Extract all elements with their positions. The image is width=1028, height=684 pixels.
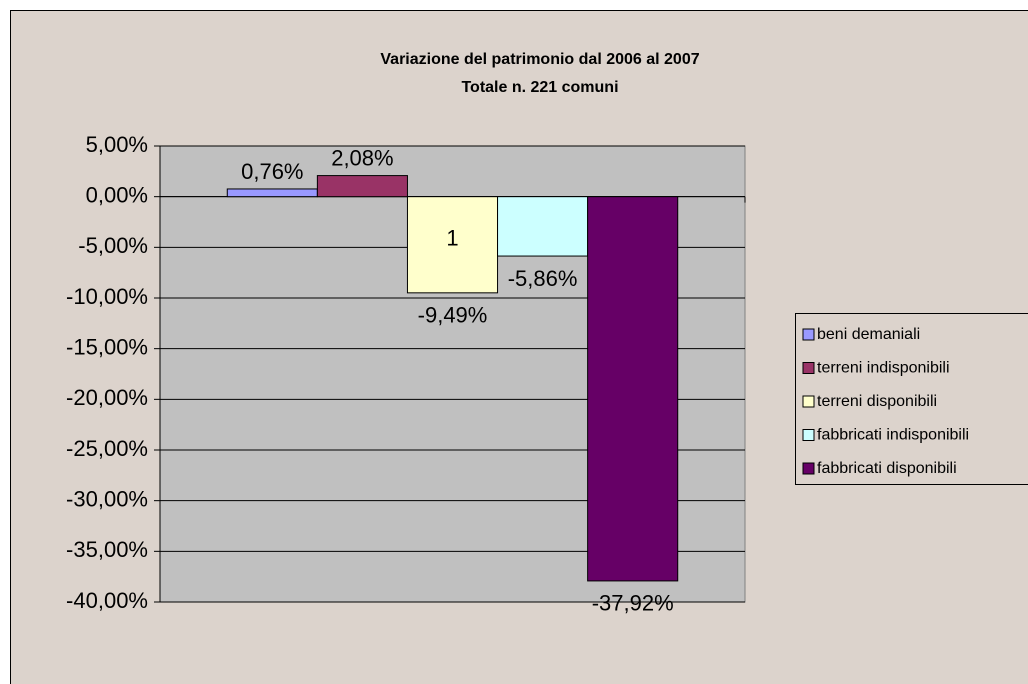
bar xyxy=(316,175,408,198)
value-label: -37,92% xyxy=(592,591,674,616)
legend-swatch xyxy=(802,362,815,374)
y-tick-label: -5,00% xyxy=(78,233,148,258)
x-tick-label: 1 xyxy=(446,225,458,250)
legend-label: fabbricati indisponibili xyxy=(817,427,969,444)
y-tick-label: -20,00% xyxy=(66,385,148,410)
y-tick-label: 5,00% xyxy=(86,132,148,157)
legend-label: terreni indisponibili xyxy=(817,360,950,377)
legend-swatch xyxy=(802,429,815,441)
y-tick-label: -30,00% xyxy=(66,486,148,511)
legend-swatch xyxy=(802,395,815,408)
value-label: 2,08% xyxy=(331,145,393,170)
legend-swatch xyxy=(802,328,815,341)
y-tick-label: -35,00% xyxy=(66,537,148,562)
y-tick-label: -40,00% xyxy=(66,588,148,613)
chart-title: Variazione del patrimonio dal 2006 al 20… xyxy=(380,51,699,68)
legend-box xyxy=(795,313,1028,485)
value-label: -9,49% xyxy=(418,303,488,328)
legend-label: beni demaniali xyxy=(817,326,920,343)
legend-label: fabbricati disponibili xyxy=(817,460,957,477)
y-tick-label: -15,00% xyxy=(66,334,148,359)
y-tick-label: 0,00% xyxy=(86,182,148,207)
bar xyxy=(497,196,589,257)
y-tick-label: -25,00% xyxy=(66,436,148,461)
legend-swatch xyxy=(802,462,815,475)
value-label: -5,86% xyxy=(508,266,578,291)
bar xyxy=(587,196,679,582)
legend-label: terreni disponibili xyxy=(817,393,937,410)
bar xyxy=(226,188,318,198)
bar xyxy=(406,196,499,294)
value-label: 0,76% xyxy=(241,159,303,184)
y-tick-label: -10,00% xyxy=(66,284,148,309)
chart-subtitle: Totale n. 221 comuni xyxy=(461,79,618,96)
